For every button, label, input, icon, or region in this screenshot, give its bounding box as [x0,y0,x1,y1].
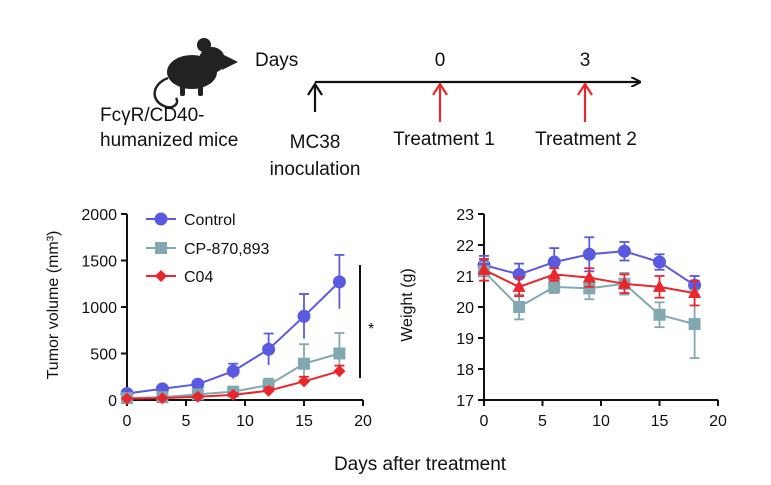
days-label: Days [255,50,298,71]
legend-label-control: Control [184,212,236,229]
mouse-label-line1: FcγR/CD40- [100,105,205,126]
weight-chart: Weight (g) 0 5 10 15 20 17 18 19 20 21 22 23 [399,207,727,430]
data-point [477,262,491,275]
data-point [512,279,526,292]
weight-y-tick-label: 19 [456,331,474,348]
weight-y-tick-label: 21 [456,269,474,286]
data-point [513,301,526,313]
treatment1-label: Treatment 1 [393,129,495,150]
data-point [688,286,702,299]
weight-x-tick-label: 5 [538,413,547,430]
data-point [333,347,346,360]
significance-star: * [368,321,374,338]
shared-xlabel: Days after treatment [334,454,507,475]
day3-label: 3 [580,50,591,71]
legend-marker-c04 [155,270,167,282]
tumor-x-tick-label: 20 [354,413,372,430]
data-point [226,364,240,378]
weight-y-tick-label: 23 [456,207,474,224]
legend-marker-control [154,212,168,226]
legend-label-cp: CP-870,893 [184,241,269,258]
inoculation-line1: MC38 [290,132,341,153]
weight-x-tick-label: 20 [709,413,727,430]
data-point [191,377,205,391]
data-point [547,255,561,269]
inoculation-arrow [307,81,323,112]
tumor-x-tick-label: 10 [236,413,254,430]
data-point [688,318,701,331]
tumor-x-tick-label: 5 [182,413,191,430]
tumor-y-tick-label: 500 [90,347,117,364]
treatment2-arrow [577,81,593,122]
mouse-icon [153,38,238,109]
schematic: FcγR/CD40- humanized mice Days 0 3 MC38 … [100,38,640,180]
data-point [333,365,346,378]
data-point [332,275,346,289]
data-point [262,342,276,356]
tumor-legend: Control CP-870,893 C04 [146,212,269,286]
weight-x-tick-label: 0 [480,413,489,430]
tumor-series-control [120,254,346,400]
weight-x-tick-label: 10 [592,413,610,430]
treatment1-arrow [432,81,448,122]
tumor-y-tick-label: 2000 [81,207,117,224]
tumor-x-tick-label: 15 [295,413,313,430]
data-point [298,375,310,388]
data-point [191,390,204,403]
day0-label: 0 [435,50,446,71]
weight-y-tick-label: 17 [456,393,474,410]
data-point [262,384,275,397]
tumor-x-tick-label: 0 [123,413,132,430]
data-point [582,247,596,261]
data-point [156,392,169,405]
weight-series-c04 [477,258,702,307]
data-point [583,282,596,295]
weight-x-tick-label: 15 [651,413,669,430]
data-point [653,308,666,321]
data-point [653,279,666,292]
data-point [653,255,666,269]
data-point [617,276,631,289]
legend-label-c04: C04 [184,269,213,286]
tumor-series-c04 [121,364,346,405]
data-point [547,267,561,280]
tumor-y-tick-label: 1000 [81,300,117,317]
data-point [582,270,596,283]
weight-ylabel: Weight (g) [399,268,416,342]
data-point [298,357,310,370]
tumor-ylabel: Tumor volume (mm³) [45,231,62,380]
data-point [227,388,240,401]
weight-y-tick-label: 20 [456,300,474,317]
inoculation-line2: inoculation [270,159,361,180]
weight-y-tick-label: 22 [456,238,474,255]
tumor-y-tick-label: 1500 [81,254,117,271]
mouse-label-line2: humanized mice [100,130,238,151]
treatment2-label: Treatment 2 [535,129,637,150]
data-point [297,309,311,323]
data-point [617,244,631,258]
data-point [548,280,561,293]
tumor-y-tick-label: 0 [108,393,117,410]
data-point [121,392,133,405]
weight-y-tick-label: 18 [456,362,474,379]
tumor-volume-chart: Tumor volume (mm³) Control CP-870,893 C0… [45,207,374,430]
legend-marker-cp [155,242,167,254]
